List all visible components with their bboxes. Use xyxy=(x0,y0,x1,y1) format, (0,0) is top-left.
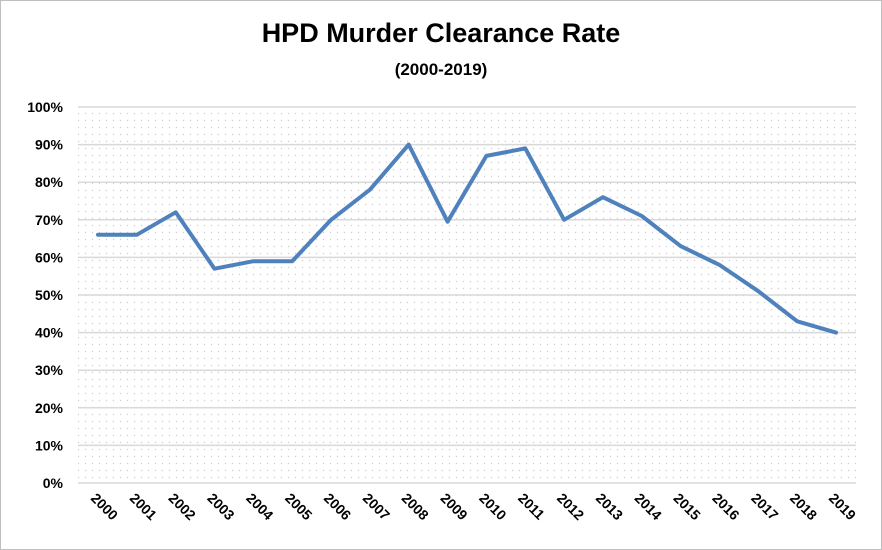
x-tick-label: 2004 xyxy=(243,490,276,523)
y-tick-label: 10% xyxy=(35,437,64,453)
x-tick-label: 2003 xyxy=(204,490,237,523)
x-tick-label: 2010 xyxy=(476,490,509,523)
x-tick-label: 2000 xyxy=(88,490,121,523)
y-tick-label: 100% xyxy=(27,99,63,115)
y-tick-label: 90% xyxy=(35,137,64,153)
x-tick-label: 2005 xyxy=(282,490,315,523)
x-tick-label: 2015 xyxy=(671,490,704,523)
x-tick-label: 2016 xyxy=(709,490,742,523)
x-tick-label: 2018 xyxy=(787,490,820,523)
chart-subtitle: (2000-2019) xyxy=(394,60,488,79)
series-layer xyxy=(96,142,838,335)
x-tick-label: 2002 xyxy=(166,490,199,523)
x-tick-label: 2014 xyxy=(632,490,665,523)
y-tick-label: 0% xyxy=(43,475,64,491)
y-tick-label: 30% xyxy=(35,362,64,378)
y-axis-ticks: 0% 10% 20% 30% 40% 50% 60% 70% 80% 90% 100% xyxy=(27,99,63,491)
y-tick-label: 20% xyxy=(35,400,64,416)
x-tick-label: 2001 xyxy=(127,490,160,523)
y-tick-label: 50% xyxy=(35,287,64,303)
x-tick-label: 2013 xyxy=(593,490,626,523)
y-tick-label: 80% xyxy=(35,174,64,190)
x-tick-label: 2009 xyxy=(437,490,470,523)
x-tick-label: 2019 xyxy=(826,490,859,523)
series-line xyxy=(96,142,838,335)
x-tick-label: 2017 xyxy=(748,490,781,523)
x-tick-label: 2011 xyxy=(515,490,548,523)
y-tick-label: 40% xyxy=(35,325,64,341)
x-tick-label: 2008 xyxy=(399,490,432,523)
y-tick-label: 60% xyxy=(35,249,64,265)
x-tick-label: 2012 xyxy=(554,490,587,523)
x-tick-label: 2007 xyxy=(360,490,393,523)
y-tick-label: 70% xyxy=(35,212,64,228)
chart-title: HPD Murder Clearance Rate xyxy=(261,18,621,48)
x-tick-label: 2006 xyxy=(321,490,354,523)
x-axis-ticks: 2000 2001 2002 2003 2004 2005 2006 2007 2008 2009… xyxy=(88,490,859,523)
